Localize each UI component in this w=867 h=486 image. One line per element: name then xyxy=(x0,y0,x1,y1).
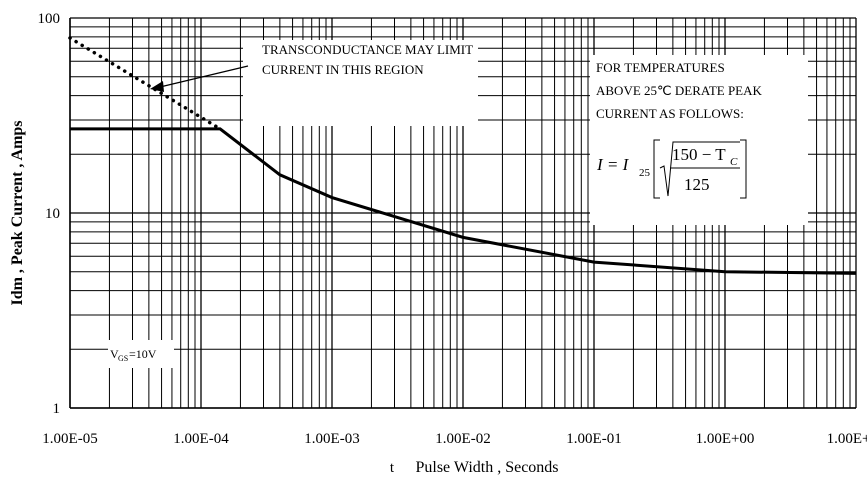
y-axis-title: Idm , Peak Current , Amps xyxy=(9,120,26,305)
series-line xyxy=(70,38,220,129)
vgs-label: =10V xyxy=(129,347,157,361)
x-tick-label: 1.00E-04 xyxy=(173,431,229,447)
y-tick-label: 1 xyxy=(53,401,61,417)
y-tick-label: 100 xyxy=(38,11,61,27)
annotation-text: TRANSCONDUCTANCE MAY LIMIT xyxy=(262,42,473,57)
formula-lhs: I = I xyxy=(596,155,630,174)
x-axis-prefix: t xyxy=(390,460,395,476)
x-tick-label: 1.00E+01 xyxy=(827,431,867,447)
x-tick-label: 1.00E+00 xyxy=(696,431,755,447)
formula-denominator: 125 xyxy=(684,175,710,194)
annotation-text: FOR TEMPERATURES xyxy=(596,60,725,75)
formula-sub: C xyxy=(730,156,738,168)
x-tick-label: 1.00E-05 xyxy=(42,431,97,447)
x-axis-title: Pulse Width , Seconds xyxy=(415,459,558,476)
x-tick-label: 1.00E-02 xyxy=(435,431,490,447)
arrowhead xyxy=(150,81,164,92)
annotation-box xyxy=(590,55,808,225)
y-tick-label: 10 xyxy=(45,206,60,222)
formula-sub: 25 xyxy=(639,167,651,179)
vgs-sub: GS xyxy=(118,354,128,363)
annotation-text: CURRENT AS FOLLOWS: xyxy=(596,106,744,121)
x-tick-label: 1.00E-03 xyxy=(304,431,359,447)
x-tick-label: 1.00E-01 xyxy=(566,431,621,447)
annotation-text: ABOVE 25℃ DERATE PEAK xyxy=(596,83,763,98)
annotation-text: CURRENT IN THIS REGION xyxy=(262,62,424,77)
formula-numerator: 150 − T xyxy=(672,145,726,164)
